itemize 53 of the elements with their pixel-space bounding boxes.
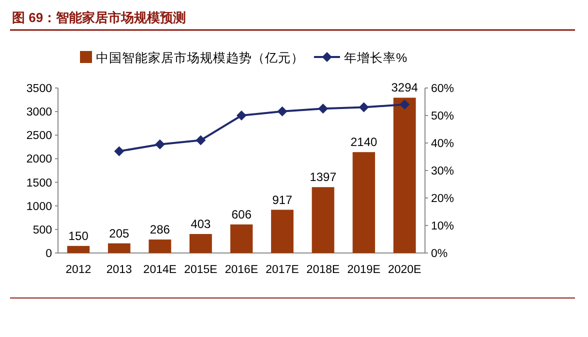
point bbox=[400, 100, 410, 110]
y-tick-label: 0 bbox=[46, 248, 52, 260]
point bbox=[277, 106, 288, 116]
y-tick-label: 3000 bbox=[26, 106, 52, 119]
y-tick-label: 1000 bbox=[26, 200, 52, 213]
point bbox=[154, 139, 165, 150]
y-tick-label: 3500 bbox=[26, 83, 52, 95]
legend-label: 年增长率% bbox=[344, 50, 408, 65]
data-label: 2140 bbox=[350, 135, 378, 150]
y2-tick-label: 20% bbox=[431, 193, 454, 205]
bar bbox=[230, 224, 253, 253]
data-label: 150 bbox=[68, 228, 89, 243]
y-tick-label: 500 bbox=[32, 224, 52, 236]
point bbox=[196, 135, 206, 146]
bar bbox=[108, 243, 130, 253]
chart-title: 图 69：智能家居市场规模预测 bbox=[12, 10, 186, 25]
bar bbox=[312, 187, 334, 253]
data-label: 917 bbox=[272, 192, 293, 207]
x-tick-label: 2012 bbox=[66, 264, 92, 276]
bar bbox=[190, 234, 212, 253]
bar bbox=[148, 240, 172, 253]
y2-tick-label: 30% bbox=[431, 166, 454, 178]
x-tick-label: 2016E bbox=[224, 264, 258, 276]
data-label: 286 bbox=[150, 222, 170, 237]
point bbox=[358, 102, 369, 112]
data-label: 403 bbox=[190, 217, 212, 231]
x-tick-label: 2014E bbox=[143, 264, 177, 276]
x-tick-label: 2017E bbox=[266, 264, 300, 276]
bar bbox=[67, 246, 90, 253]
y2-tick-label: 50% bbox=[431, 110, 454, 122]
point bbox=[236, 110, 246, 120]
y2-tick-label: 0% bbox=[431, 248, 448, 260]
data-label: 205 bbox=[109, 226, 130, 240]
point bbox=[318, 104, 328, 114]
data-label: 606 bbox=[231, 207, 252, 222]
data-label: 3294 bbox=[391, 80, 418, 95]
legend-label: 中国智能家居市场规模趋势（亿元） bbox=[96, 50, 304, 65]
y2-tick-label: 40% bbox=[431, 138, 454, 150]
x-tick-label: 2020E bbox=[388, 264, 422, 276]
x-tick-label: 2013 bbox=[106, 264, 132, 276]
y-tick-label: 1500 bbox=[26, 177, 52, 190]
bar bbox=[352, 152, 376, 253]
y-tick-label: 2500 bbox=[26, 130, 52, 142]
bar bbox=[271, 210, 294, 253]
data-label: 1397 bbox=[310, 170, 337, 184]
x-tick-label: 2019E bbox=[347, 264, 381, 276]
y2-tick-label: 60% bbox=[431, 83, 454, 95]
x-tick-label: 2018E bbox=[306, 264, 340, 276]
bar bbox=[393, 98, 416, 253]
point bbox=[114, 146, 124, 156]
x-tick-label: 2015E bbox=[184, 264, 218, 276]
y2-tick-label: 10% bbox=[431, 220, 454, 232]
y-tick-label: 2000 bbox=[26, 154, 52, 166]
